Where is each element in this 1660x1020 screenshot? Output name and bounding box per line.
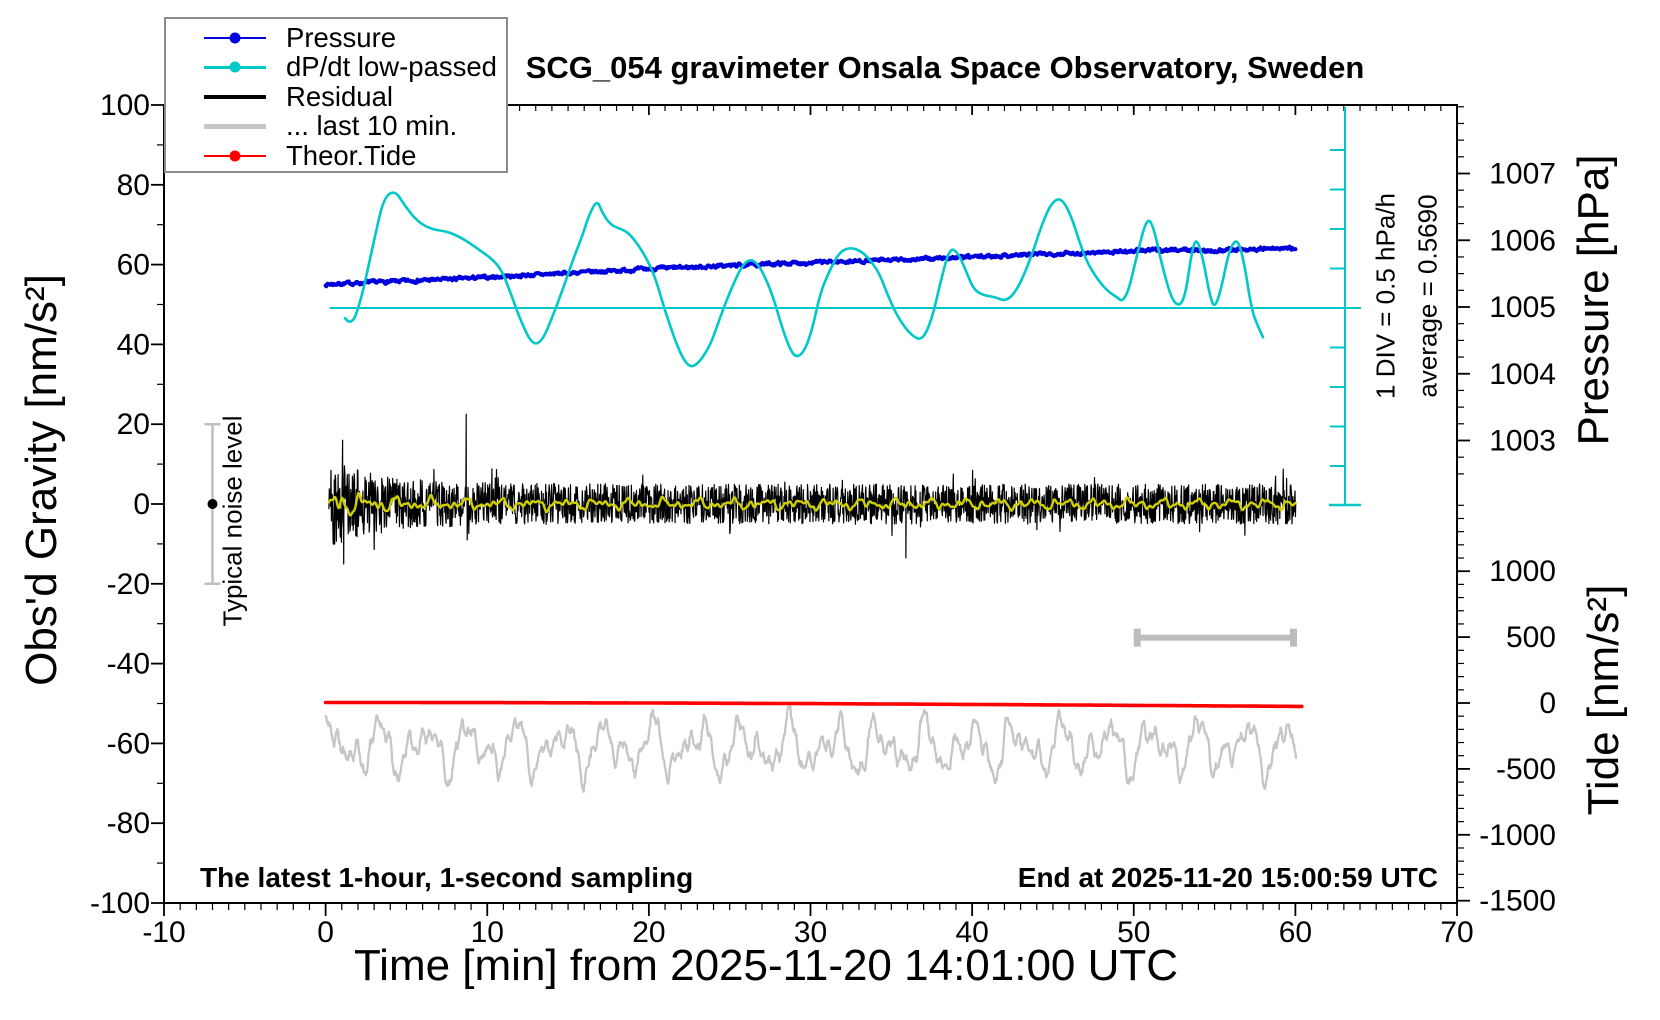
gravity-axis-tick-label: -40	[107, 648, 150, 681]
gravity-axis-tick-label: -60	[107, 727, 150, 760]
series-curve-tide	[323, 700, 1304, 709]
legend-label: ... last 10 min.	[286, 110, 458, 142]
pressure-axis-tick-label: 1003	[1489, 425, 1556, 458]
y-axis-title-tide: Tide [nm/s²]	[1579, 584, 1628, 816]
legend-item-3: ... last 10 min.	[166, 110, 506, 142]
last10-marker-cap	[1133, 628, 1141, 647]
y-axis-title-pressure: Pressure [hPa]	[1569, 154, 1618, 446]
series-dpdt-curve	[343, 191, 1265, 368]
legend-dot-icon	[229, 32, 241, 44]
legend-marker-icon	[204, 32, 266, 44]
noise-errorbar-dot	[207, 499, 218, 509]
sampling-note: The latest 1-hour, 1-second sampling	[200, 862, 694, 893]
series-curve-gravity	[327, 491, 1297, 517]
gravity-axis-tick-label: 60	[117, 249, 150, 282]
gravity-axis-tick-label: 40	[117, 328, 150, 361]
x-axis-tick-label: 40	[955, 916, 988, 949]
legend-label: Theor.Tide	[286, 139, 417, 171]
tide-axis-tick-label: 0	[1539, 687, 1556, 720]
legend-marker-icon	[204, 94, 266, 99]
x-axis-title: Time [min] from 2025-11-20 14:01:00 UTC	[353, 941, 1179, 990]
tide-axis-tick-label: -1000	[1479, 819, 1556, 852]
gravity-axis-tick-label: -20	[107, 568, 150, 601]
gravity-axis-tick-label: 80	[117, 169, 150, 202]
legend-dot-icon	[229, 61, 241, 73]
legend-dot-icon	[229, 150, 241, 162]
last10-marker-cap	[1289, 628, 1297, 647]
pressure-axis-tick-label: 1005	[1489, 291, 1556, 324]
x-axis-tick-label: 0	[317, 916, 334, 949]
tide-axis-tick-label: 500	[1506, 621, 1556, 654]
legend-item-1: dP/dt low-passed	[166, 51, 506, 83]
dpdt-average-note: average = 0.5690	[1412, 194, 1443, 398]
legend-item-4: Theor.Tide	[166, 139, 506, 171]
tide-axis-tick-label: -1500	[1479, 885, 1556, 918]
legend-label: Residual	[286, 80, 394, 112]
legend-marker-icon	[204, 61, 266, 73]
series-curve-pressure	[323, 244, 1298, 289]
x-axis-tick-label: -10	[142, 916, 185, 949]
x-axis-tick-label: 60	[1279, 916, 1312, 949]
legend-label: Pressure	[286, 21, 397, 53]
series-curve-gravity	[324, 703, 1298, 793]
tide-axis-tick-label: 1000	[1489, 555, 1556, 588]
x-axis-tick-label: 70	[1440, 916, 1473, 949]
legend-marker-icon	[204, 150, 266, 162]
legend: Pressure dP/dt low-passed Residual... last…	[164, 17, 508, 173]
x-axis-tick-label: 10	[471, 916, 504, 949]
x-axis-tick-label: 30	[794, 916, 827, 949]
legend-label: dP/dt low-passed	[286, 51, 497, 83]
plot-title: SCG_054 gravimeter Onsala Space Observat…	[525, 50, 1365, 85]
pressure-axis-tick-label: 1004	[1489, 358, 1556, 391]
pressure-axis-tick-label: 1006	[1489, 224, 1556, 257]
gravity-axis-tick-label: 20	[117, 408, 150, 441]
legend-item-0: Pressure	[166, 21, 506, 53]
legend-marker-icon	[204, 124, 266, 129]
gravity-axis-tick-label: -80	[107, 807, 150, 840]
x-axis-tick-label: 20	[632, 916, 665, 949]
y-axis-title-gravity: Obs'd Gravity [nm/s²]	[17, 274, 66, 686]
legend-item-2: Residual	[166, 80, 506, 112]
gravity-axis-tick-label: 100	[100, 89, 150, 122]
end-time-note: End at 2025-11-20 15:00:59 UTC	[1017, 862, 1438, 893]
x-axis-tick-label: 50	[1117, 916, 1150, 949]
noise-level-label: Typical noise level	[217, 415, 248, 627]
pressure-axis-tick-label: 1007	[1489, 158, 1556, 191]
last10-marker-bar	[1133, 634, 1297, 641]
tide-axis-tick-label: -500	[1496, 753, 1556, 786]
gravity-axis-tick-label: -100	[90, 887, 150, 920]
dpdt-scale-note: 1 DIV = 0.5 hPa/h	[1370, 193, 1401, 399]
series-curve-gravity	[328, 413, 1297, 565]
gravity-axis-tick-label: 0	[133, 488, 150, 521]
